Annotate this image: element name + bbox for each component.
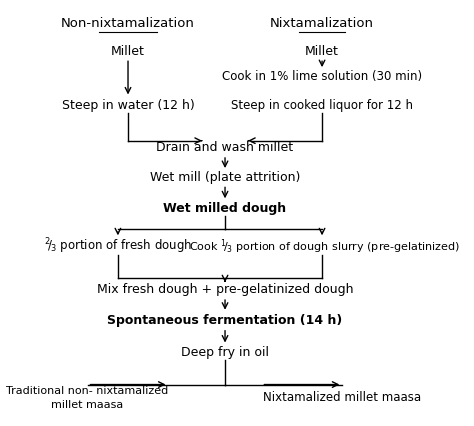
Text: Traditional non- nixtamalized
millet maasa: Traditional non- nixtamalized millet maa… bbox=[7, 386, 169, 409]
Text: Spontaneous fermentation (14 h): Spontaneous fermentation (14 h) bbox=[108, 314, 343, 327]
Text: $^2\!/_{\!3}$ portion of fresh dough: $^2\!/_{\!3}$ portion of fresh dough bbox=[44, 237, 192, 256]
Text: Wet milled dough: Wet milled dough bbox=[164, 202, 287, 215]
Text: Cook $^1\!/_{\!3}$ portion of dough slurry (pre-gelatinized): Cook $^1\!/_{\!3}$ portion of dough slur… bbox=[189, 237, 460, 256]
Text: Deep fry in oil: Deep fry in oil bbox=[181, 346, 269, 359]
Text: Steep in water (12 h): Steep in water (12 h) bbox=[62, 99, 194, 112]
Text: Steep in cooked liquor for 12 h: Steep in cooked liquor for 12 h bbox=[231, 99, 413, 112]
Text: Millet: Millet bbox=[111, 45, 145, 58]
Text: Mix fresh dough + pre-gelatinized dough: Mix fresh dough + pre-gelatinized dough bbox=[97, 283, 353, 296]
Text: Non-nixtamalization: Non-nixtamalization bbox=[61, 17, 195, 31]
Text: Cook in 1% lime solution (30 min): Cook in 1% lime solution (30 min) bbox=[222, 70, 422, 83]
Text: Nixtamalization: Nixtamalization bbox=[270, 17, 374, 31]
Text: Millet: Millet bbox=[305, 45, 339, 58]
Text: Nixtamalized millet maasa: Nixtamalized millet maasa bbox=[263, 391, 421, 405]
Text: Drain and wash millet: Drain and wash millet bbox=[156, 141, 293, 154]
Text: Wet mill (plate attrition): Wet mill (plate attrition) bbox=[150, 171, 300, 184]
